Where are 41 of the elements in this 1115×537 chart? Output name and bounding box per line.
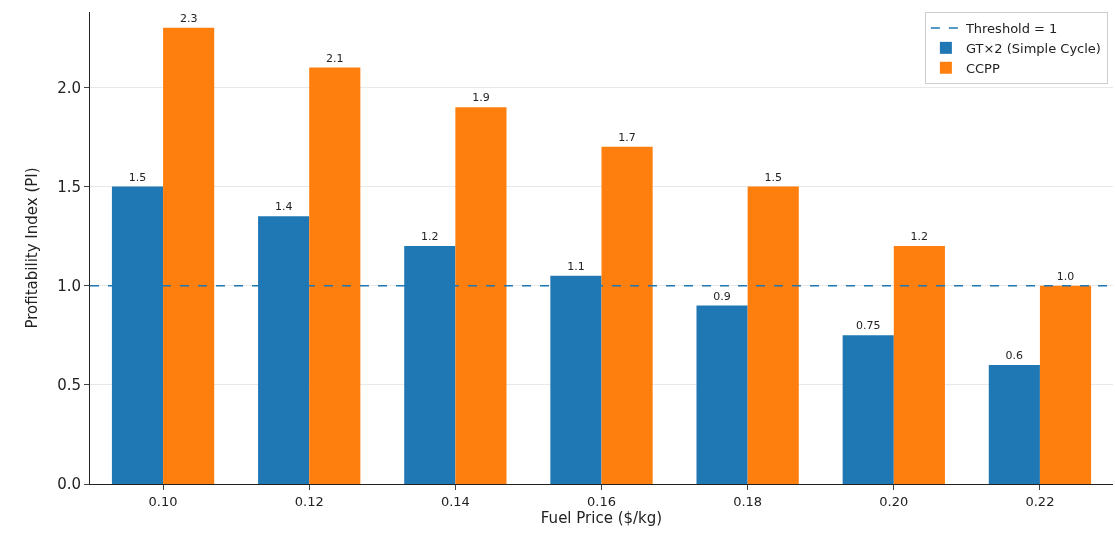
legend-label: CCPP (965, 60, 1000, 76)
data-label: 0.75 (855, 319, 881, 333)
data-label: 0.9 (713, 289, 731, 303)
x-tick-label: 0.10 (148, 493, 178, 509)
data-label: 1.5 (764, 170, 782, 184)
x-tick-label: 0.14 (440, 493, 470, 509)
bar (1039, 285, 1092, 484)
data-label: 2.1 (326, 51, 344, 65)
data-label: 1.2 (421, 230, 439, 244)
legend-label: Threshold = 1 (964, 21, 1058, 37)
data-label: 1.7 (618, 130, 636, 144)
y-tick-label: 1.5 (57, 177, 81, 196)
x-tick-label: 0.16 (587, 493, 616, 509)
bar (309, 67, 361, 484)
bar (988, 365, 1040, 484)
data-label: 1.0 (1056, 269, 1075, 283)
data-label: 1.1 (567, 259, 585, 273)
x-tick-label: 0.18 (733, 493, 763, 509)
legend-label: GT×2 (Simple Cycle) (965, 40, 1101, 56)
bar (163, 27, 215, 484)
bar (455, 107, 507, 484)
x-tick-label: 0.22 (1025, 493, 1055, 509)
data-label: 1.5 (128, 170, 147, 184)
bar (893, 246, 945, 484)
bar (696, 305, 748, 484)
data-label: 2.3 (179, 11, 198, 25)
bar (601, 146, 653, 484)
y-tick-label: 0.0 (57, 475, 81, 494)
data-label: 1.4 (274, 200, 293, 214)
y-tick-label: 2.0 (57, 78, 81, 97)
data-label: 1.9 (472, 91, 490, 105)
bar (747, 186, 799, 484)
y-tick-label: 0.5 (57, 376, 81, 395)
y-axis-title: Profitability Index (PI) (23, 167, 42, 329)
data-label: 1.2 (910, 230, 929, 244)
data-label: 0.6 (1005, 349, 1024, 363)
x-tick-label: 0.20 (879, 493, 909, 509)
x-tick-label: 0.12 (294, 493, 324, 509)
y-tick-label: 1.0 (57, 276, 81, 295)
x-axis-title: Fuel Price ($/kg) (540, 508, 663, 527)
bar (842, 335, 894, 484)
